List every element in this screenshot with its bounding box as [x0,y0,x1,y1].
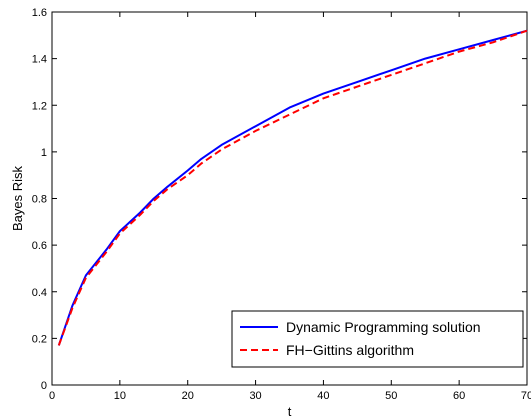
x-tick-label: 60 [453,390,465,402]
y-axis-label: Bayes Risk [10,165,25,231]
x-tick-label: 30 [249,390,261,402]
series-layer [57,29,528,346]
y-tick-label: 0.2 [32,333,47,345]
x-tick-label: 40 [317,390,329,402]
x-tick-label: 50 [385,390,397,402]
y-tick-label: 1.2 [32,100,47,112]
y-axis-ticks: 0 0.2 0.4 0.6 0.8 1 1.2 1.4 1.6 [32,7,527,392]
plot-area: 0 10 20 30 40 50 60 70 0 0.2 0.4 0.6 0.8 1 1.2 1.4 1.6 [32,7,531,402]
y-tick-label: 0.4 [32,287,47,299]
y-tick-label: 1.4 [32,54,47,66]
y-tick-label: 0.8 [32,194,47,206]
x-axis-ticks: 0 10 20 30 40 50 60 70 [49,12,531,402]
legend-box [231,310,524,368]
legend-entry-fh-gittins: FH−Gittins algorithm [286,342,414,358]
series-line-fh-gittins [57,29,528,346]
legend: Dynamic Programming solution FH−Gittins … [231,310,524,368]
x-tick-label: 0 [49,390,55,402]
legend-entry-dynamic-programming: Dynamic Programming solution [286,319,481,335]
x-axis-label: t [288,404,292,419]
y-tick-label: 0 [41,380,47,392]
y-tick-label: 0.6 [32,240,47,252]
series-line-dynamic-programming [57,29,528,346]
x-tick-label: 70 [521,390,531,402]
y-tick-label: 1 [41,147,47,159]
x-tick-label: 10 [114,390,126,402]
y-tick-label: 1.6 [32,7,47,19]
x-tick-label: 20 [182,390,194,402]
